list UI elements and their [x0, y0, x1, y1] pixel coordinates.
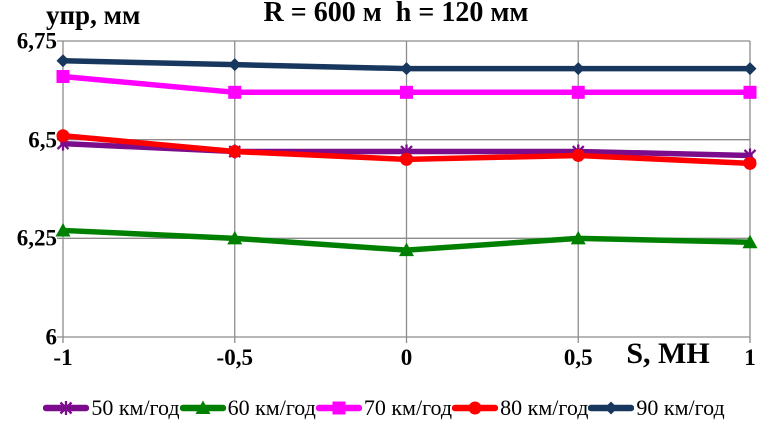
circle-marker [468, 401, 482, 415]
circle-marker [743, 156, 757, 170]
star-marker [60, 401, 73, 415]
legend-marker [452, 401, 499, 415]
square-marker [56, 70, 70, 84]
square-marker [400, 85, 413, 99]
legend-label: 80 км/год [500, 395, 589, 420]
y-tick-label: 6,75 [16, 28, 57, 54]
circle-marker [571, 148, 585, 162]
y-axis-label: упр, мм [46, 0, 141, 30]
circle-marker [56, 129, 70, 143]
x-axis-label: S, МН [626, 337, 710, 370]
circle-marker [400, 152, 413, 166]
legend-item: 80 км/год [452, 395, 588, 421]
legend: 50 км/год 60 км/год 70 км/год 80 км/год 90 к… [0, 393, 768, 423]
circle-marker [228, 145, 242, 159]
y-tick-label: 6,5 [28, 127, 57, 153]
diamond-marker [228, 58, 242, 72]
diamond-marker [743, 62, 757, 76]
y-tick-label: 6,25 [16, 225, 57, 251]
legend-item: 70 км/год [315, 395, 453, 421]
square-marker [571, 85, 585, 99]
diamond-marker [56, 54, 70, 68]
legend-item: 90 км/год [588, 395, 725, 421]
legend-label: 70 км/год [363, 395, 453, 420]
square-marker [228, 85, 242, 99]
legend-label: 50 км/год [91, 395, 180, 420]
legend-label: 90 км/год [636, 395, 725, 420]
legend-marker [315, 401, 362, 415]
legend-marker [179, 400, 226, 414]
square-marker [332, 401, 346, 415]
y-axis-tick-labels: 6,75 6,5 6,25 6 [0, 0, 57, 427]
chart-title: R = 600 м h = 120 мм [263, 0, 529, 28]
x-tick-label: 0 [400, 345, 413, 370]
triangle-marker [742, 234, 758, 249]
y-tick-label: 6 [45, 324, 58, 350]
triangle-marker [570, 230, 586, 245]
x-tick-label: -0,5 [216, 345, 253, 370]
legend-item: 50 км/год [43, 395, 180, 421]
legend-marker [588, 401, 635, 415]
diamond-marker [604, 401, 618, 415]
x-tick-label: 0,5 [563, 345, 593, 370]
square-marker [743, 85, 757, 99]
triangle-marker [399, 242, 414, 257]
legend-label: 60 км/год [227, 395, 316, 420]
x-tick-label: -1 [53, 345, 73, 370]
diamond-marker [400, 62, 413, 76]
legend-marker [43, 401, 90, 415]
triangle-marker [227, 230, 243, 245]
triangle-marker [55, 222, 71, 237]
diamond-marker [571, 62, 585, 76]
legend-item: 60 км/год [179, 395, 316, 421]
x-tick-label: 1 [744, 345, 756, 370]
triangle-marker [195, 400, 211, 414]
